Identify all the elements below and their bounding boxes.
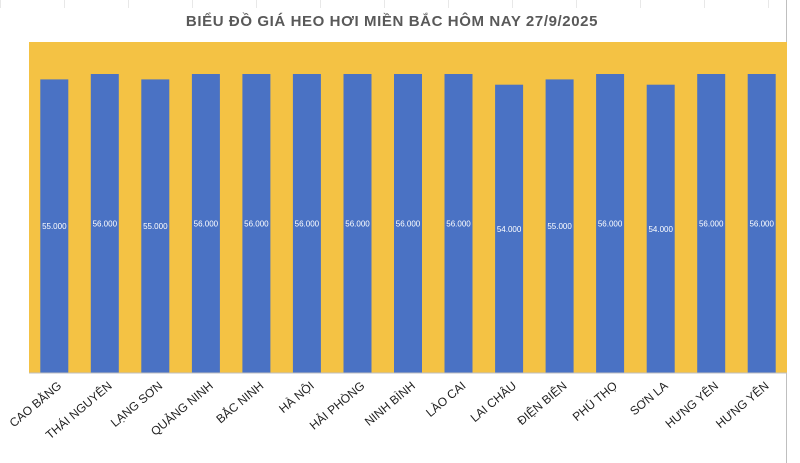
data-label: 55.000 [42, 222, 67, 231]
category-label: HƯNG YÊN [662, 378, 721, 431]
bar [90, 74, 119, 373]
data-label: 56.000 [194, 220, 219, 229]
data-label: 55.000 [143, 222, 168, 231]
bar [646, 84, 675, 373]
bar [545, 79, 574, 374]
category-label: SƠN LA [627, 379, 670, 419]
bar [596, 74, 625, 373]
data-label: 55.000 [547, 222, 572, 231]
bar [40, 79, 69, 374]
bar [191, 74, 220, 373]
chart-title: BIỂU ĐỒ GIÁ HEO HƠI MIỀN BẮC HÔM NAY 27/… [186, 12, 598, 30]
category-label: LAI CHÂU [467, 378, 519, 425]
category-label: HẢI PHÒNG [306, 378, 367, 433]
data-label: 56.000 [749, 220, 774, 229]
bar [394, 74, 422, 373]
data-label: 56.000 [93, 220, 118, 229]
category-label: PHÚ THỌ [569, 378, 620, 424]
category-label: HÀ NỘI [276, 378, 317, 416]
bar [141, 79, 170, 374]
data-labels-layer: 55.000 56.000 55.000 56.000 56.000 56.000 56.0… [42, 220, 774, 234]
bar [444, 74, 473, 373]
data-label: 54.000 [648, 225, 673, 234]
spreadsheet-gridlines [0, 0, 800, 8]
data-label: 54.000 [497, 225, 522, 234]
data-label: 56.000 [446, 220, 471, 229]
data-label: 56.000 [699, 220, 724, 229]
data-label: 56.000 [396, 220, 421, 229]
category-label: ĐIỆN BIÊN [514, 378, 570, 428]
bars-layer [40, 74, 776, 374]
bar [242, 74, 271, 373]
bar [292, 74, 321, 373]
category-label: LÀO CAI [423, 378, 469, 420]
category-label: HƯNG YÊN [712, 378, 771, 431]
bar [495, 84, 524, 373]
bar [343, 74, 372, 373]
bar [747, 74, 776, 373]
bar [697, 74, 726, 373]
data-label: 56.000 [345, 220, 370, 229]
category-label: NINH BÌNH [361, 378, 418, 429]
category-label: BẮC NINH [213, 378, 267, 426]
data-label: 56.000 [598, 220, 623, 229]
data-label: 56.000 [295, 220, 320, 229]
data-label: 56.000 [244, 220, 269, 229]
